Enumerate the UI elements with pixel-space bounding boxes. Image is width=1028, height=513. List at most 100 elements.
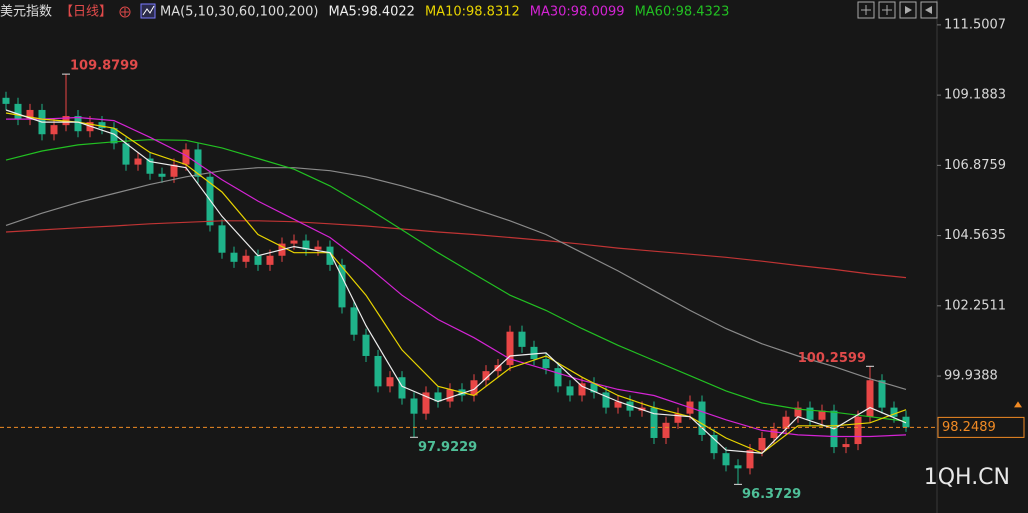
candle-body (770, 428, 778, 438)
candle-body (662, 422, 670, 438)
candle-body (146, 158, 154, 174)
candle-body (74, 116, 82, 132)
candle-body (902, 416, 910, 428)
candle-body (818, 410, 826, 420)
toolbar-button[interactable] (857, 1, 875, 19)
indicator-icon[interactable] (140, 3, 156, 19)
ma-line (5, 109, 907, 454)
header: 美元指数 【日线】 MA(5,10,30,60,100,200) MA5:98.… (0, 3, 730, 20)
toolbar (857, 1, 938, 19)
last-price-label: 98.2489 (942, 420, 996, 435)
candle-body (434, 392, 442, 402)
candle-body (50, 125, 58, 135)
watermark: 1QH.CN (924, 465, 1010, 490)
candle-body (386, 377, 394, 387)
instrument-name: 美元指数 (0, 5, 52, 20)
ma-line (5, 112, 907, 454)
candle-body (266, 255, 274, 265)
toolbar-button[interactable] (899, 1, 917, 19)
annotation: 100.2599 (798, 351, 866, 366)
legend-entry: MA10:98.8312 (425, 5, 520, 20)
annotation: 97.9229 (418, 440, 477, 455)
add-icon[interactable] (119, 6, 131, 18)
legend-entry: MA30:98.0099 (530, 5, 625, 20)
candle-body (758, 437, 766, 451)
candle-body (230, 252, 238, 262)
candle-body (806, 407, 814, 420)
legend-entry: MA5:98.4022 (328, 5, 415, 20)
candle-body (110, 128, 118, 144)
period-button[interactable]: 【日线】 (60, 5, 112, 20)
candle-body (122, 143, 130, 165)
candle-body (170, 164, 178, 177)
last-price-arrow (1014, 401, 1022, 408)
y-tick-label: 102.2511 (944, 298, 1006, 313)
candle-body (518, 331, 526, 347)
candle-body (158, 173, 166, 177)
toolbar-button[interactable] (920, 1, 938, 19)
candle-body (254, 255, 262, 265)
candle-body (782, 416, 790, 429)
candle-body (398, 377, 406, 399)
candle-body (338, 264, 346, 308)
candle-body (470, 380, 478, 396)
candle-body (446, 389, 454, 402)
candle-body (362, 334, 370, 356)
y-tick-label: 104.5635 (944, 228, 1006, 243)
candle-body (374, 355, 382, 387)
annotation: 109.8799 (70, 59, 138, 74)
candle-body (302, 240, 310, 250)
candle-body (482, 371, 490, 381)
ma-line (6, 116, 907, 438)
candle-body (290, 240, 298, 244)
candle-body (710, 434, 718, 454)
candles (2, 74, 910, 485)
candle-body (506, 331, 514, 366)
candle-body (614, 401, 622, 408)
candle-body (326, 246, 334, 265)
candle-body (350, 307, 358, 335)
annotation: 96.3729 (742, 487, 801, 502)
candle-body (854, 416, 862, 445)
candle-body (866, 380, 874, 417)
toolbar-button[interactable] (878, 1, 896, 19)
candle-body (842, 444, 850, 448)
ma-settings[interactable]: MA(5,10,30,60,100,200) (160, 5, 318, 20)
ma-line (5, 220, 907, 279)
candle-body (602, 392, 610, 408)
candle-body (578, 383, 586, 396)
candle-body (494, 365, 502, 372)
candle-body (698, 401, 706, 435)
candle-body (530, 346, 538, 360)
candle-body (734, 465, 742, 469)
candle-body (890, 407, 898, 417)
y-tick-label: 99.9388 (944, 369, 998, 384)
candle-body (182, 149, 190, 165)
candle-body (134, 158, 142, 165)
candle-body (410, 398, 418, 414)
candle-body (314, 246, 322, 250)
candle-body (566, 386, 574, 396)
candle-body (722, 453, 730, 466)
candle-body (26, 109, 34, 120)
candle-body (218, 225, 226, 253)
y-tick-label: 111.5007 (944, 17, 1006, 32)
candle-body (554, 368, 562, 387)
candle-body (590, 383, 598, 393)
candle-body (98, 122, 106, 129)
candle-body (674, 413, 682, 423)
candle-body (2, 97, 10, 104)
candle-body (242, 255, 250, 262)
candle-body (878, 380, 886, 408)
candle-body (650, 407, 658, 438)
y-tick-label: 109.1883 (944, 88, 1006, 103)
ma-line (5, 167, 907, 390)
legend-entry: MA60:98.4323 (635, 5, 730, 20)
candle-body (746, 450, 754, 469)
y-tick-label: 106.8759 (944, 158, 1006, 173)
candle-body (422, 392, 430, 414)
candle-body (794, 407, 802, 417)
candle-body (542, 359, 550, 369)
candle-body (14, 103, 22, 120)
